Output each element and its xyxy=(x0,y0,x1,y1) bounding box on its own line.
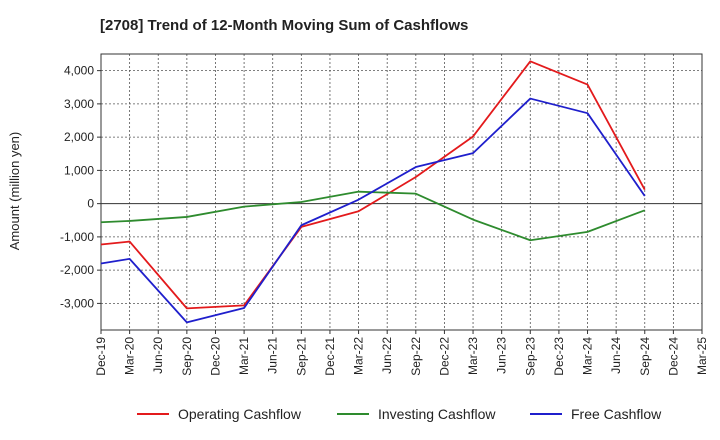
legend-label: Investing Cashflow xyxy=(378,406,496,422)
y-tick-label: 4,000 xyxy=(64,64,94,78)
y-axis-label: Amount (million yen) xyxy=(7,132,22,251)
x-tick-label: Dec-22 xyxy=(437,337,451,376)
plot-frame xyxy=(100,53,703,331)
x-tick-label: Mar-23 xyxy=(466,337,480,375)
axis-layer: -3,000 -2,000 -1,000 0 1,000 2,000 3,000 4,000 D… xyxy=(60,53,709,376)
series-line-free-cashflow xyxy=(100,97,646,324)
legend-label: Free Cashflow xyxy=(571,406,662,422)
x-tick-label: Mar-20 xyxy=(123,337,137,375)
x-tick-label: Mar-21 xyxy=(237,337,251,375)
y-tick-label: 1,000 xyxy=(64,163,94,177)
legend-label: Operating Cashflow xyxy=(178,406,302,422)
x-tick-label: Sep-23 xyxy=(523,337,537,376)
x-tick-label: Jun-20 xyxy=(151,337,165,374)
y-tick-label: 2,000 xyxy=(64,130,94,144)
y-tick-label: 0 xyxy=(87,197,94,211)
y-tick-label: -3,000 xyxy=(60,296,94,310)
x-tick-label: Mar-24 xyxy=(581,337,595,375)
x-tick-label: Sep-20 xyxy=(180,337,194,376)
x-tick-label: Dec-19 xyxy=(94,337,108,376)
x-tick-label: Jun-23 xyxy=(495,337,509,374)
chart-title: [2708] Trend of 12-Month Moving Sum of C… xyxy=(100,17,468,34)
y-tick-label: 3,000 xyxy=(64,97,94,111)
x-tick-label: Sep-24 xyxy=(638,337,652,376)
x-tick-label: Sep-22 xyxy=(409,337,423,376)
x-tick-label: Sep-21 xyxy=(294,337,308,376)
series-layer xyxy=(100,60,646,324)
series-line-investing-cashflow xyxy=(100,190,646,242)
legend: Operating Cashflow Investing Cashflow Free… xyxy=(137,406,662,422)
x-tick-label: Dec-23 xyxy=(552,337,566,376)
x-tick-label: Mar-25 xyxy=(695,337,709,375)
x-tick-label: Mar-22 xyxy=(352,337,366,375)
x-tick-label: Dec-21 xyxy=(323,337,337,376)
series-line-operating-cashflow xyxy=(100,60,646,310)
grid-layer xyxy=(100,54,703,330)
x-tick-label: Jun-24 xyxy=(609,337,623,374)
y-tick-label: -2,000 xyxy=(60,263,94,277)
x-tick-label: Jun-21 xyxy=(266,337,280,374)
x-tick-label: Dec-20 xyxy=(208,337,222,376)
x-tick-label: Jun-22 xyxy=(380,337,394,374)
x-tick-label: Dec-24 xyxy=(666,337,680,376)
y-tick-label: -1,000 xyxy=(60,230,94,244)
